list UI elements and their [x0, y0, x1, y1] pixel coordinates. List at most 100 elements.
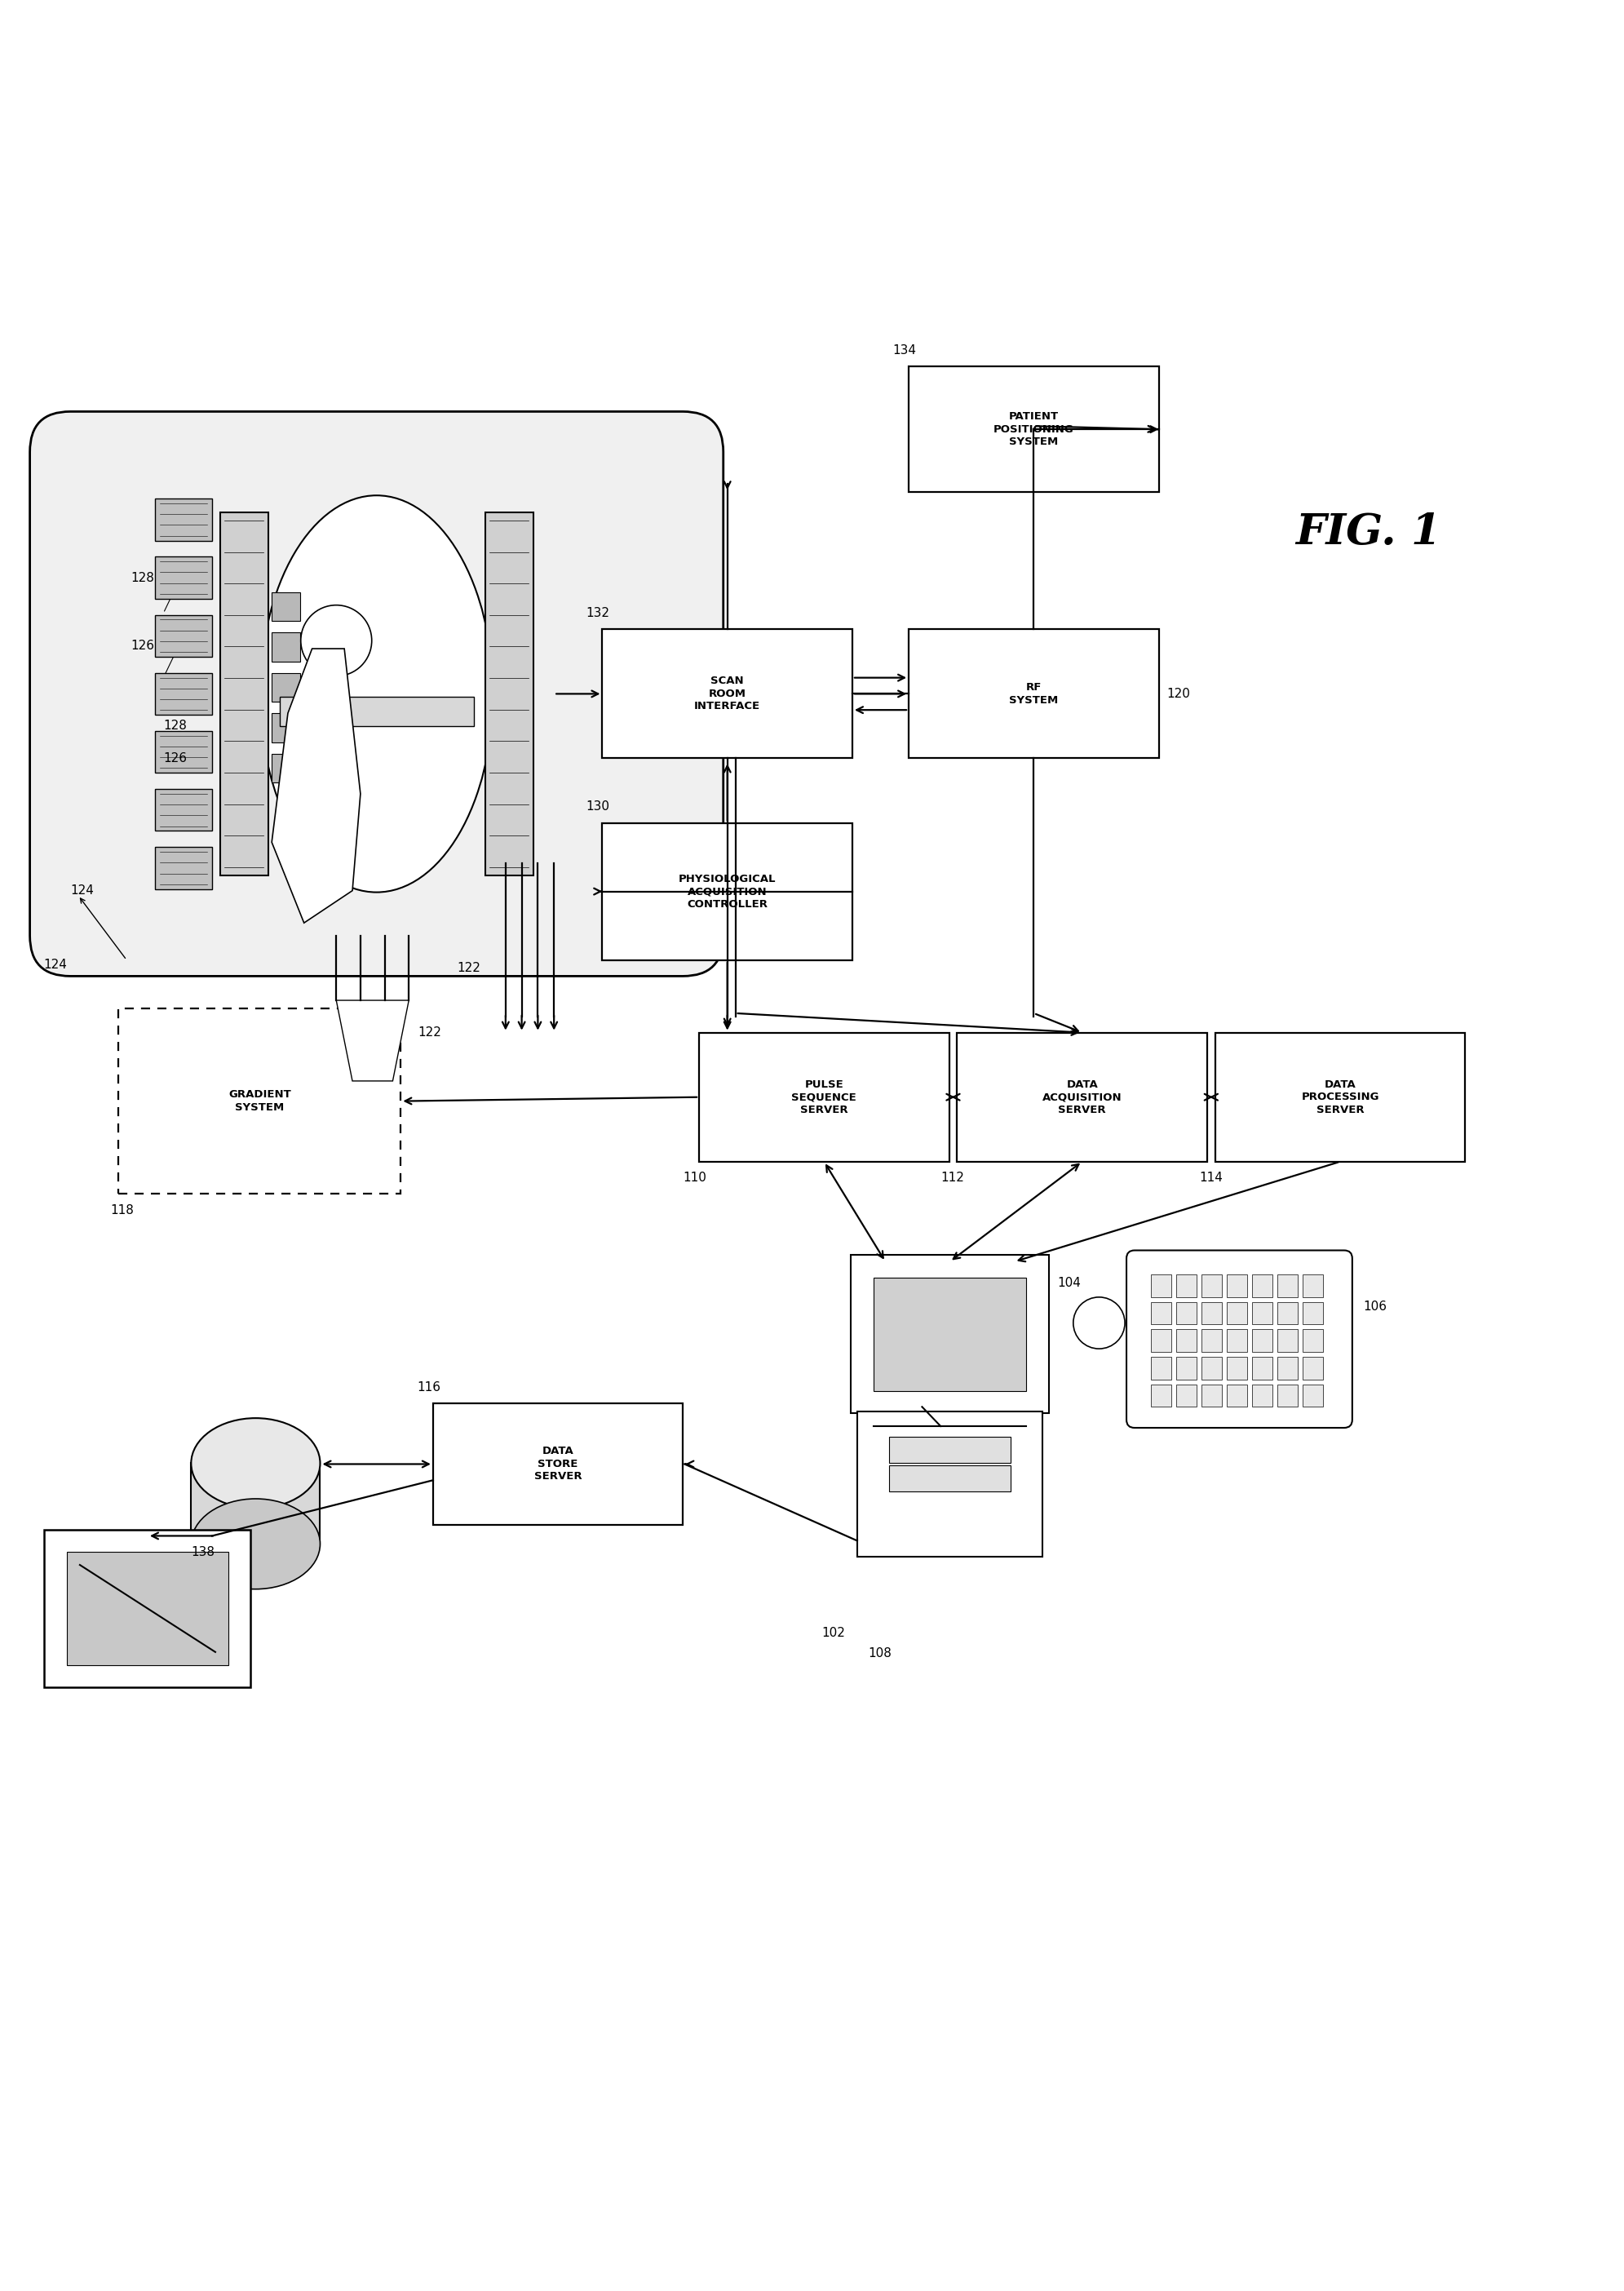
- Text: 122: 122: [417, 1026, 442, 1038]
- FancyBboxPatch shape: [156, 788, 211, 832]
- FancyBboxPatch shape: [851, 1255, 1049, 1414]
- FancyBboxPatch shape: [890, 1466, 1010, 1491]
- Text: SCAN
ROOM
INTERFACE: SCAN ROOM INTERFACE: [693, 676, 760, 713]
- Text: DATA
ACQUISITION
SERVER: DATA ACQUISITION SERVER: [1043, 1079, 1122, 1116]
- Text: RF
SYSTEM: RF SYSTEM: [1009, 683, 1059, 706]
- Circle shape: [1073, 1297, 1125, 1349]
- Ellipse shape: [260, 495, 494, 891]
- FancyBboxPatch shape: [1176, 1329, 1197, 1352]
- Text: 118: 118: [110, 1203, 135, 1217]
- FancyBboxPatch shape: [1278, 1384, 1298, 1407]
- FancyBboxPatch shape: [1176, 1301, 1197, 1324]
- FancyBboxPatch shape: [1202, 1301, 1221, 1324]
- FancyBboxPatch shape: [1278, 1274, 1298, 1297]
- Text: 104: 104: [1057, 1276, 1080, 1290]
- FancyBboxPatch shape: [957, 1033, 1207, 1162]
- Text: 110: 110: [684, 1171, 706, 1184]
- Text: 102: 102: [822, 1627, 844, 1638]
- Ellipse shape: [192, 1498, 320, 1590]
- FancyBboxPatch shape: [1215, 1033, 1465, 1162]
- Text: FIG. 1: FIG. 1: [1296, 511, 1440, 554]
- FancyBboxPatch shape: [1302, 1329, 1324, 1352]
- FancyBboxPatch shape: [156, 848, 211, 889]
- FancyBboxPatch shape: [271, 591, 300, 621]
- FancyBboxPatch shape: [1252, 1274, 1273, 1297]
- FancyBboxPatch shape: [1202, 1356, 1221, 1379]
- FancyBboxPatch shape: [271, 754, 300, 784]
- FancyBboxPatch shape: [1151, 1384, 1171, 1407]
- FancyBboxPatch shape: [1278, 1329, 1298, 1352]
- FancyBboxPatch shape: [909, 630, 1160, 758]
- FancyBboxPatch shape: [271, 713, 300, 742]
- FancyBboxPatch shape: [857, 1411, 1043, 1558]
- FancyBboxPatch shape: [1226, 1384, 1247, 1407]
- FancyBboxPatch shape: [1176, 1384, 1197, 1407]
- Text: 126: 126: [130, 639, 154, 651]
- FancyBboxPatch shape: [271, 632, 300, 662]
- Text: 114: 114: [1199, 1171, 1223, 1184]
- FancyBboxPatch shape: [1151, 1329, 1171, 1352]
- FancyBboxPatch shape: [434, 1404, 684, 1524]
- Text: 120: 120: [1166, 687, 1190, 701]
- FancyBboxPatch shape: [1202, 1329, 1221, 1352]
- FancyBboxPatch shape: [1202, 1384, 1221, 1407]
- FancyBboxPatch shape: [909, 367, 1160, 493]
- FancyBboxPatch shape: [1302, 1301, 1324, 1324]
- FancyBboxPatch shape: [1226, 1329, 1247, 1352]
- FancyBboxPatch shape: [271, 674, 300, 701]
- FancyBboxPatch shape: [1151, 1274, 1171, 1297]
- FancyBboxPatch shape: [1252, 1301, 1273, 1324]
- FancyBboxPatch shape: [603, 822, 853, 960]
- FancyBboxPatch shape: [119, 1008, 401, 1194]
- FancyBboxPatch shape: [1176, 1356, 1197, 1379]
- FancyBboxPatch shape: [698, 1033, 948, 1162]
- FancyBboxPatch shape: [156, 557, 211, 598]
- Text: 124: 124: [44, 958, 67, 971]
- FancyBboxPatch shape: [1278, 1301, 1298, 1324]
- FancyBboxPatch shape: [1252, 1329, 1273, 1352]
- FancyBboxPatch shape: [279, 696, 474, 726]
- FancyBboxPatch shape: [1151, 1301, 1171, 1324]
- FancyBboxPatch shape: [1226, 1356, 1247, 1379]
- Text: 132: 132: [586, 607, 611, 619]
- Text: 124: 124: [70, 884, 94, 896]
- Text: 130: 130: [586, 800, 611, 813]
- FancyBboxPatch shape: [486, 513, 533, 875]
- FancyBboxPatch shape: [1127, 1251, 1353, 1427]
- Text: PULSE
SEQUENCE
SERVER: PULSE SEQUENCE SERVER: [791, 1079, 856, 1116]
- Text: PHYSIOLOGICAL
ACQUISITION
CONTROLLER: PHYSIOLOGICAL ACQUISITION CONTROLLER: [679, 873, 776, 910]
- FancyBboxPatch shape: [156, 731, 211, 772]
- Text: 122: 122: [458, 962, 481, 974]
- FancyBboxPatch shape: [219, 513, 268, 875]
- FancyBboxPatch shape: [156, 614, 211, 658]
- Circle shape: [300, 605, 372, 676]
- FancyBboxPatch shape: [1226, 1301, 1247, 1324]
- FancyBboxPatch shape: [1302, 1356, 1324, 1379]
- FancyBboxPatch shape: [1202, 1274, 1221, 1297]
- Ellipse shape: [192, 1418, 320, 1507]
- FancyBboxPatch shape: [44, 1530, 250, 1688]
- Text: 134: 134: [893, 344, 916, 357]
- Text: 112: 112: [940, 1171, 965, 1184]
- FancyBboxPatch shape: [29, 412, 723, 976]
- Text: 126: 126: [164, 751, 187, 765]
- FancyBboxPatch shape: [1226, 1274, 1247, 1297]
- FancyBboxPatch shape: [192, 1464, 320, 1544]
- FancyBboxPatch shape: [1302, 1384, 1324, 1407]
- Text: PATIENT
POSITIONING
SYSTEM: PATIENT POSITIONING SYSTEM: [994, 412, 1073, 447]
- FancyBboxPatch shape: [1151, 1356, 1171, 1379]
- Text: DATA
PROCESSING
SERVER: DATA PROCESSING SERVER: [1301, 1079, 1379, 1116]
- Text: 128: 128: [164, 719, 187, 733]
- FancyBboxPatch shape: [1176, 1274, 1197, 1297]
- FancyBboxPatch shape: [1278, 1356, 1298, 1379]
- FancyBboxPatch shape: [603, 630, 853, 758]
- Text: 138: 138: [192, 1546, 214, 1558]
- FancyBboxPatch shape: [890, 1436, 1010, 1462]
- Text: GRADIENT
SYSTEM: GRADIENT SYSTEM: [229, 1091, 291, 1113]
- Text: 128: 128: [130, 570, 154, 584]
- Polygon shape: [271, 648, 361, 923]
- FancyBboxPatch shape: [1302, 1274, 1324, 1297]
- FancyBboxPatch shape: [1252, 1356, 1273, 1379]
- Text: 106: 106: [1364, 1301, 1387, 1313]
- Polygon shape: [336, 1001, 409, 1081]
